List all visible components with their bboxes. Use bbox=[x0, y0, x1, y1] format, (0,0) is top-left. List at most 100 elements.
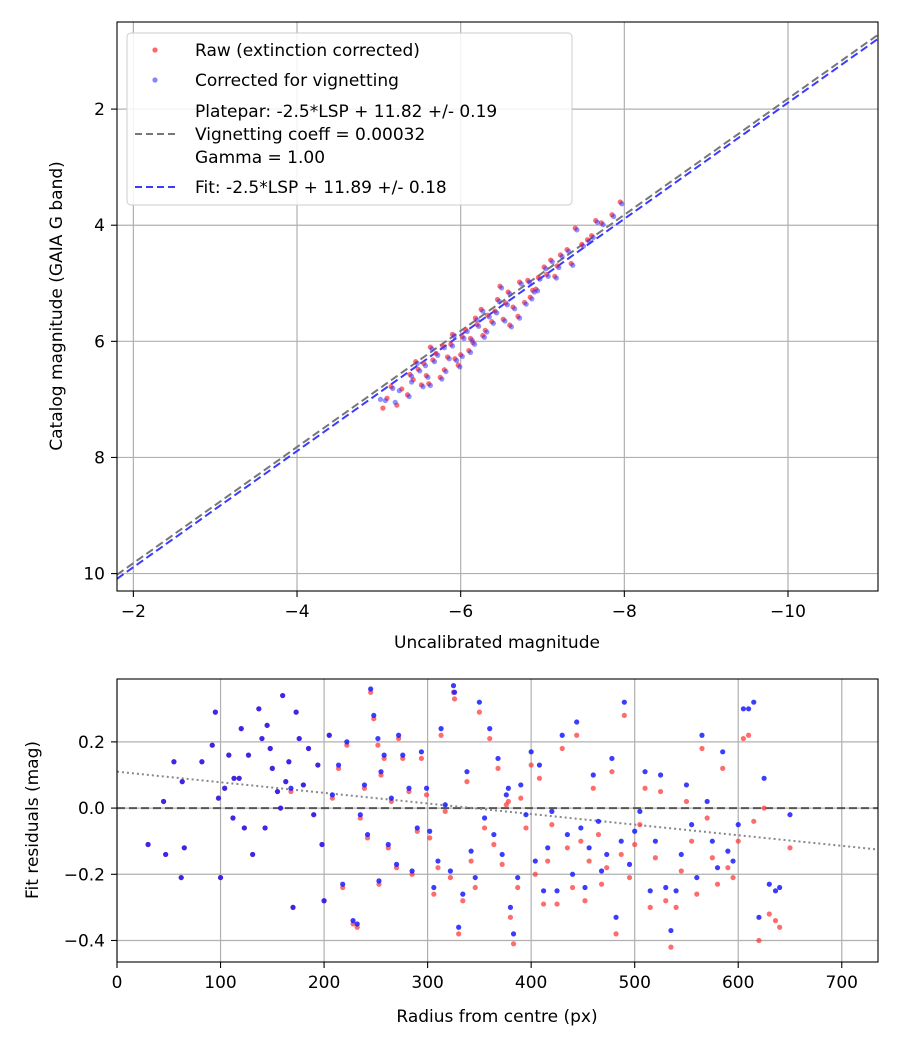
raw-point bbox=[586, 858, 592, 864]
ytick-label: −0.2 bbox=[64, 865, 105, 885]
corrected-point bbox=[385, 841, 391, 848]
corrected-point bbox=[476, 699, 482, 705]
raw-point bbox=[632, 841, 638, 848]
raw-point bbox=[464, 779, 470, 785]
corrected-point bbox=[357, 812, 363, 818]
corrected-point bbox=[245, 752, 252, 758]
corrected-point bbox=[683, 782, 690, 788]
raw-point bbox=[499, 861, 505, 867]
corrected-point bbox=[720, 749, 726, 755]
corrected-point bbox=[582, 884, 588, 891]
corrected-point bbox=[408, 379, 415, 385]
raw-point bbox=[626, 874, 633, 881]
corrected-point bbox=[354, 921, 360, 927]
corrected-point bbox=[503, 792, 509, 798]
corrected-point bbox=[315, 762, 321, 768]
corrected-point bbox=[453, 357, 460, 364]
raw-point bbox=[515, 884, 521, 891]
corrected-point bbox=[361, 782, 368, 788]
xtick-label: 100 bbox=[204, 973, 236, 993]
corrected-point bbox=[586, 845, 592, 851]
corrected-point bbox=[543, 266, 549, 272]
legend-platepar-line-3: Gamma = 1.00 bbox=[195, 148, 325, 168]
corrected-point bbox=[507, 291, 513, 297]
corrected-point bbox=[678, 851, 684, 858]
corrected-point bbox=[231, 775, 237, 781]
corrected-point bbox=[446, 356, 452, 362]
raw-point bbox=[582, 898, 588, 904]
corrected-point bbox=[604, 851, 610, 858]
corrected-point bbox=[505, 785, 511, 791]
corrected-point bbox=[704, 798, 710, 805]
corrected-point bbox=[406, 785, 412, 791]
raw-point bbox=[487, 735, 493, 742]
corrected-point bbox=[438, 726, 444, 732]
raw-point bbox=[787, 845, 793, 851]
raw-point bbox=[574, 732, 580, 738]
corrected-point bbox=[545, 845, 551, 851]
corrected-point bbox=[288, 785, 294, 791]
corrected-point bbox=[451, 333, 457, 339]
corrected-point bbox=[464, 769, 470, 775]
corrected-point bbox=[494, 310, 500, 316]
corrected-point bbox=[566, 248, 572, 254]
corrected-point bbox=[264, 722, 270, 728]
top-axes-frame bbox=[116, 21, 879, 592]
corrected-point bbox=[230, 815, 236, 821]
corrected-point bbox=[694, 874, 700, 881]
corrected-point bbox=[471, 341, 478, 347]
corrected-point bbox=[626, 861, 633, 867]
corrected-point bbox=[549, 808, 555, 814]
corrected-point bbox=[378, 769, 384, 775]
ytick-label: −0.4 bbox=[64, 931, 105, 951]
corrected-point bbox=[490, 320, 497, 326]
corrected-point bbox=[414, 825, 420, 831]
raw-point bbox=[714, 881, 721, 887]
corrected-point bbox=[377, 396, 384, 402]
corrected-point bbox=[376, 878, 382, 884]
corrected-point bbox=[319, 841, 325, 848]
corrected-point bbox=[427, 382, 434, 389]
corrected-point bbox=[476, 323, 482, 329]
corrected-point bbox=[388, 795, 394, 801]
corrected-point bbox=[518, 782, 524, 788]
ytick-label: 4 bbox=[94, 216, 105, 236]
bottom-ticks: 0 100 200 300 400 500 600 700 −0.4 −0.2 0.0 0.2 bbox=[64, 733, 858, 993]
corrected-point bbox=[745, 706, 752, 712]
corrected-point bbox=[556, 264, 562, 271]
corrected-point bbox=[364, 831, 371, 838]
raw-point bbox=[549, 822, 555, 828]
top-ticks: −2 −4 −6 −8 −10 2 4 6 8 10 bbox=[83, 100, 806, 622]
corrected-point bbox=[236, 775, 242, 781]
corrected-point bbox=[512, 306, 518, 312]
corrected-point bbox=[290, 904, 296, 910]
corrected-point bbox=[427, 828, 433, 834]
corrected-point bbox=[451, 689, 458, 695]
corrected-point bbox=[464, 328, 470, 335]
corrected-point bbox=[529, 296, 535, 302]
raw-point bbox=[423, 792, 430, 798]
ytick-label: 0.0 bbox=[78, 799, 105, 819]
corrected-point bbox=[559, 732, 565, 738]
raw-point bbox=[536, 775, 543, 781]
top-xlabel: Uncalibrated magnitude bbox=[394, 633, 600, 653]
raw-point bbox=[761, 805, 767, 811]
corrected-point bbox=[420, 384, 426, 390]
raw-point bbox=[505, 798, 511, 805]
corrected-point bbox=[637, 808, 643, 814]
raw-point bbox=[578, 838, 584, 844]
corrected-point bbox=[311, 812, 317, 818]
corrected-point bbox=[467, 349, 474, 355]
xtick-label: −4 bbox=[284, 602, 309, 622]
corrected-point bbox=[609, 755, 615, 762]
corrected-point bbox=[425, 374, 431, 380]
legend-fit-label: Fit: -2.5*LSP + 11.89 +/- 0.18 bbox=[195, 178, 447, 198]
raw-point bbox=[545, 858, 551, 864]
raw-point bbox=[689, 838, 695, 844]
corrected-point bbox=[178, 874, 184, 881]
raw-point bbox=[777, 924, 783, 930]
raw-point bbox=[772, 918, 779, 924]
corrected-point bbox=[498, 285, 505, 291]
corrected-point bbox=[250, 851, 256, 858]
corrected-point bbox=[442, 802, 448, 808]
